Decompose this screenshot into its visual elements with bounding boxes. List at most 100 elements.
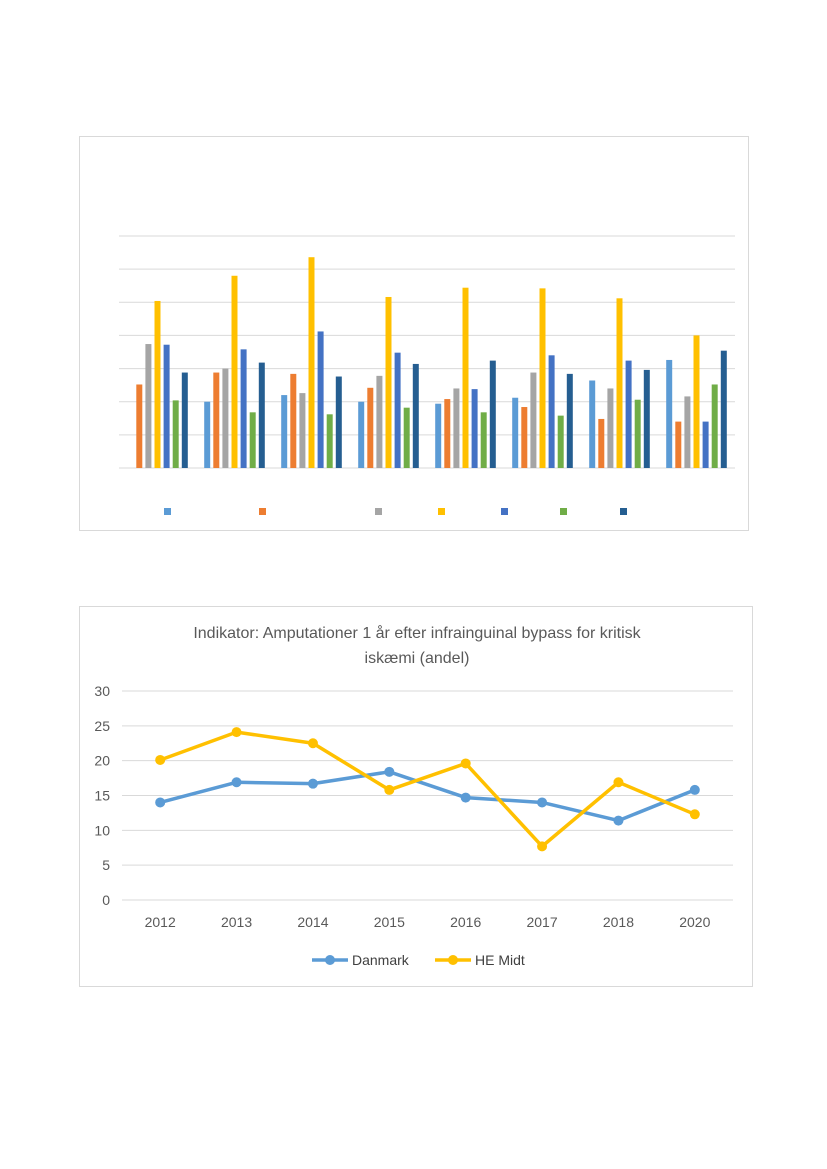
legend-marker [325, 955, 335, 965]
bar-chart-gridlines [119, 235, 735, 469]
bar [643, 369, 650, 468]
data-point [307, 778, 318, 789]
bar [403, 407, 410, 468]
legend-swatch [501, 508, 508, 515]
data-point [460, 758, 471, 769]
bar [213, 372, 220, 468]
bar [317, 331, 324, 468]
bar [471, 389, 478, 468]
data-point [613, 777, 624, 788]
bar [435, 403, 442, 468]
bar [290, 373, 297, 468]
bar [163, 344, 170, 468]
line-chart-x-axis: 2012 2013 2014 2015 2016 2017 2018 2020 [145, 914, 711, 930]
bar [462, 287, 469, 468]
data-point [155, 797, 166, 808]
data-point [537, 841, 548, 852]
series-line [159, 770, 696, 823]
y-tick-label: 5 [102, 857, 110, 873]
bar [625, 360, 632, 468]
bar [616, 298, 623, 468]
y-tick-label: 0 [102, 892, 110, 908]
legend-marker [448, 955, 458, 965]
bar [145, 344, 152, 468]
x-tick-label: 2018 [603, 914, 634, 930]
data-point [384, 784, 395, 795]
bar [548, 355, 555, 468]
bar [489, 360, 496, 468]
x-tick-label: 2013 [221, 914, 252, 930]
line-chart-series [155, 727, 700, 852]
data-point [613, 815, 624, 826]
legend-label: Danmark [352, 952, 410, 968]
bar [335, 376, 342, 468]
data-point [384, 766, 395, 777]
bar [367, 387, 374, 468]
bar [181, 372, 188, 468]
bar [394, 352, 401, 468]
bar [172, 400, 179, 468]
bar [412, 363, 419, 468]
bar [326, 414, 333, 468]
bar-chart-legend [164, 508, 627, 515]
x-tick-label: 2020 [679, 914, 710, 930]
bar-chart [79, 136, 749, 531]
bar [299, 393, 306, 468]
data-point [460, 792, 471, 803]
bar [666, 359, 673, 468]
x-tick-label: 2012 [145, 914, 176, 930]
bar [607, 388, 614, 468]
data-point [155, 754, 166, 765]
bar [358, 401, 365, 468]
bar [702, 421, 709, 468]
bar [258, 362, 265, 468]
bar [222, 368, 229, 468]
line-chart-gridlines [122, 690, 733, 901]
bar [376, 375, 383, 468]
data-point [689, 784, 700, 795]
bar [684, 396, 691, 468]
line-chart-y-axis: 0 5 10 15 20 25 30 [94, 683, 110, 908]
y-tick-label: 20 [94, 753, 110, 769]
bar [720, 350, 727, 468]
bar [444, 399, 451, 468]
x-tick-label: 2014 [297, 914, 328, 930]
y-tick-label: 25 [94, 718, 110, 734]
bar [711, 384, 718, 468]
legend-label: HE Midt [475, 952, 525, 968]
legend-swatch [375, 508, 382, 515]
legend-swatch [259, 508, 266, 515]
bar [589, 380, 596, 468]
line-chart-legend: Danmark HE Midt [312, 952, 525, 968]
bar [249, 412, 256, 468]
legend-swatch [164, 508, 171, 515]
bar [521, 407, 528, 468]
x-tick-label: 2015 [374, 914, 405, 930]
bar [281, 395, 288, 468]
bar [453, 388, 460, 468]
data-point [231, 777, 242, 788]
x-tick-label: 2017 [526, 914, 557, 930]
data-point [307, 738, 318, 749]
line-chart-title-line-1: Indikator: Amputationer 1 år efter infra… [193, 624, 641, 642]
legend-swatch [620, 508, 627, 515]
bar [675, 421, 682, 468]
line-chart: Indikator: Amputationer 1 år efter infra… [79, 606, 753, 987]
bar [634, 399, 641, 468]
bar [598, 418, 605, 468]
bar-chart-plot [119, 235, 735, 515]
x-tick-label: 2016 [450, 914, 481, 930]
y-tick-label: 10 [94, 822, 110, 838]
bar [512, 397, 519, 468]
line-chart-plot: Indikator: Amputationer 1 år efter infra… [94, 624, 733, 968]
legend-swatch [438, 508, 445, 515]
bar [204, 401, 211, 468]
bar [240, 349, 247, 468]
bar [136, 384, 143, 468]
bar [693, 335, 700, 468]
y-tick-label: 30 [94, 683, 110, 699]
bar [385, 296, 392, 468]
bar [231, 275, 238, 468]
data-point [537, 797, 548, 808]
bar [539, 288, 546, 468]
